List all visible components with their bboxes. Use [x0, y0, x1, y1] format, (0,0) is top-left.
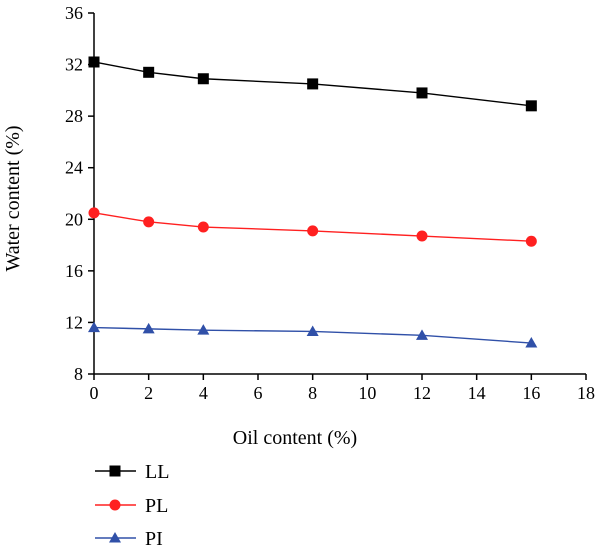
- x-tick-label: 16: [522, 383, 540, 403]
- data-point-ll: [525, 100, 537, 112]
- x-tick-label: 18: [577, 383, 595, 403]
- legend: LL PL PI: [95, 461, 169, 549]
- y-tick-label: 28: [65, 106, 83, 126]
- x-tick-label: 4: [199, 383, 208, 403]
- series-ll: [88, 56, 537, 112]
- data-point-ll: [416, 87, 428, 99]
- y-tick-label: 36: [65, 3, 83, 23]
- series-line-pl: [93, 212, 532, 242]
- series-line-ll: [93, 61, 532, 107]
- legend-label: LL: [145, 461, 169, 483]
- legend-label: PI: [145, 528, 163, 549]
- data-point-pl: [416, 230, 428, 242]
- data-point-pi: [88, 321, 100, 333]
- data-point-pl: [307, 225, 319, 237]
- data-point-pi: [197, 324, 210, 335]
- data-point-pi: [416, 329, 428, 340]
- legend-marker: [109, 465, 121, 477]
- x-tick-label: 6: [254, 383, 263, 403]
- x-axis-title: Oil content (%): [233, 427, 357, 449]
- x-tick-label: 2: [144, 383, 153, 403]
- y-tick-label: 24: [65, 158, 83, 178]
- legend-item-pi: PI: [95, 528, 163, 549]
- data-point-pl: [88, 207, 100, 219]
- legend-label: PL: [145, 495, 168, 517]
- x-tick-label: 14: [468, 383, 486, 403]
- data-point-pi: [306, 325, 319, 336]
- legend-marker: [109, 532, 121, 543]
- data-point-ll: [143, 66, 155, 78]
- x-tick-label: 0: [90, 383, 99, 403]
- data-point-pl: [197, 221, 209, 233]
- series-pi: [88, 321, 538, 348]
- y-tick-label: 12: [65, 312, 83, 332]
- data-point-ll: [307, 78, 319, 90]
- legend-item-ll: LL: [95, 461, 169, 483]
- data-point-ll: [88, 56, 100, 68]
- y-tick-label: 32: [65, 55, 83, 75]
- data-point-pi: [525, 337, 538, 348]
- y-tick-label: 20: [65, 209, 83, 229]
- data-point-ll: [197, 73, 209, 85]
- y-tick-label: 8: [74, 364, 83, 384]
- y-tick-label: 16: [65, 261, 83, 281]
- y-axis-title: Water content (%): [2, 125, 24, 271]
- data-point-pl: [143, 216, 155, 228]
- x-tick-label: 10: [358, 383, 376, 403]
- series-line-pi: [93, 326, 532, 344]
- x-tick-label: 8: [308, 383, 317, 403]
- x-tick-label: 12: [413, 383, 431, 403]
- series-group: [88, 56, 538, 348]
- series-pl: [88, 207, 537, 247]
- legend-item-pl: PL: [95, 495, 168, 517]
- legend-marker: [109, 499, 121, 511]
- data-point-pl: [525, 235, 537, 247]
- x-ticks: 0 2 4 6 8 10 12 14 16 18: [90, 374, 595, 403]
- axes: [93, 13, 586, 375]
- y-ticks: 8 12 16 20 24 28 32 36: [65, 3, 94, 384]
- data-point-pi: [142, 322, 155, 334]
